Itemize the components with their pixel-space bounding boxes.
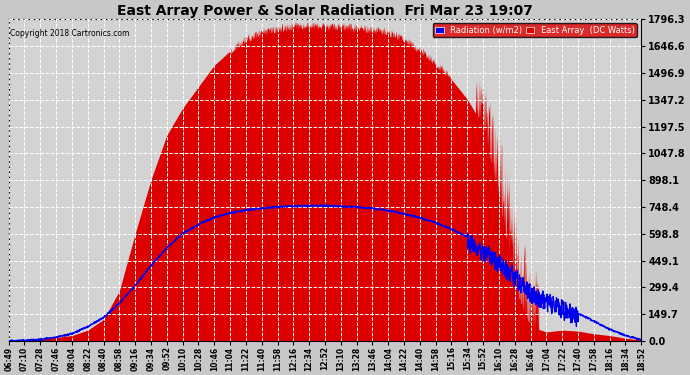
Text: Copyright 2018 Cartronics.com: Copyright 2018 Cartronics.com bbox=[10, 29, 129, 38]
Title: East Array Power & Solar Radiation  Fri Mar 23 19:07: East Array Power & Solar Radiation Fri M… bbox=[117, 4, 533, 18]
Legend: Radiation (w/m2), East Array  (DC Watts): Radiation (w/m2), East Array (DC Watts) bbox=[433, 24, 637, 38]
